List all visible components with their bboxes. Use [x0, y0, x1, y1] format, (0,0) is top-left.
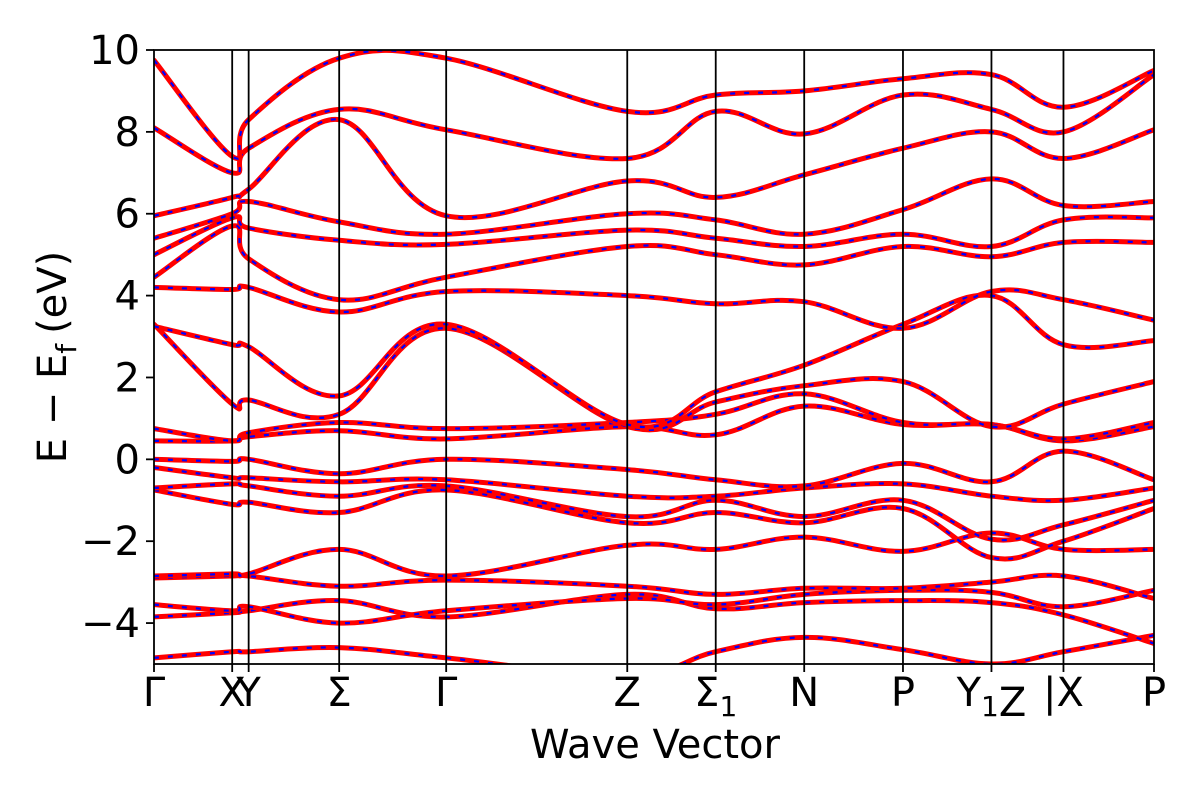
- band-line-1: [154, 632, 1154, 664]
- kpoint-label: Γ: [143, 670, 166, 716]
- band-line-6-dashed: [154, 488, 1154, 561]
- kpoint-label: P: [1142, 670, 1166, 716]
- y-tick-label: 4: [115, 274, 140, 320]
- band-line-1-dashed: [154, 634, 1154, 664]
- kpoint-label: X: [1057, 670, 1084, 716]
- kpoint-label: Σ: [327, 670, 352, 716]
- y-axis-label-unit: (eV): [30, 251, 76, 334]
- axes: [146, 49, 1155, 672]
- x-tick-label: X: [218, 670, 245, 716]
- x-tick-label: Σ1: [694, 670, 737, 723]
- kpoint-label: N: [789, 670, 819, 716]
- kpoint-label: Σ: [694, 670, 719, 716]
- y-tick-label: 10: [89, 28, 140, 74]
- y-axis-label-subscript: f: [50, 343, 83, 354]
- x-tick-label: Γ: [435, 670, 458, 716]
- x-tick-label: N: [789, 670, 819, 716]
- band-line-9-dashed: [154, 449, 1154, 488]
- band-line-13: [154, 292, 1154, 430]
- band-line-20: [154, 50, 1154, 161]
- band-line-12-dashed: [154, 323, 1154, 431]
- x-tick-label: Z: [614, 670, 641, 716]
- band-line-6: [154, 487, 1154, 562]
- kpoint-label: Y: [956, 670, 982, 716]
- kpoint-label: P: [891, 670, 915, 716]
- x-tick-label: |X: [1043, 670, 1084, 716]
- y-tick-label: −4: [81, 601, 140, 647]
- band-line-12: [154, 321, 1154, 433]
- kpoint-label-subscript: 1: [981, 690, 999, 723]
- x-tick-label: P: [891, 670, 915, 716]
- x-tick-label: Y: [235, 670, 261, 716]
- kpoint-label: X: [218, 670, 245, 716]
- band-line-20-dashed: [154, 50, 1154, 160]
- band-line-17-dashed: [154, 177, 1154, 240]
- kpoint-label: |: [1043, 670, 1056, 716]
- band-line-10-dashed: [154, 404, 1154, 443]
- kpoint-label: Γ: [435, 670, 458, 716]
- plot-area: [154, 50, 1154, 664]
- band-line-19: [154, 72, 1154, 176]
- band-line-16: [154, 214, 1154, 258]
- y-tick-label: 0: [115, 437, 140, 483]
- kpoint-label: Z: [614, 670, 641, 716]
- band-line-19-dashed: [154, 73, 1154, 175]
- band-line-11-dashed: [154, 392, 1154, 443]
- x-tick-label: Γ: [143, 670, 166, 716]
- kpoint-label: Y: [235, 670, 261, 716]
- y-tick-label: 6: [115, 192, 140, 238]
- y-tick-label: 2: [115, 355, 140, 401]
- x-tick-label: Y1Z: [956, 670, 1027, 726]
- band-line-13-dashed: [154, 294, 1154, 429]
- kpoint-label-subscript: 1: [719, 690, 737, 723]
- kpoint-label: Z: [999, 680, 1026, 726]
- plot-frame: [153, 49, 1155, 665]
- x-tick-label: P: [1142, 670, 1166, 716]
- x-tick-label: Σ: [327, 670, 352, 716]
- y-axis-label-main: E − E: [30, 354, 76, 464]
- y-axis-label: E − Ef (eV): [30, 251, 83, 464]
- y-tick-label: −2: [81, 519, 140, 565]
- x-axis-label: Wave Vector: [530, 722, 781, 768]
- y-tick-label: 8: [115, 110, 140, 156]
- band-line-16-dashed: [154, 215, 1154, 256]
